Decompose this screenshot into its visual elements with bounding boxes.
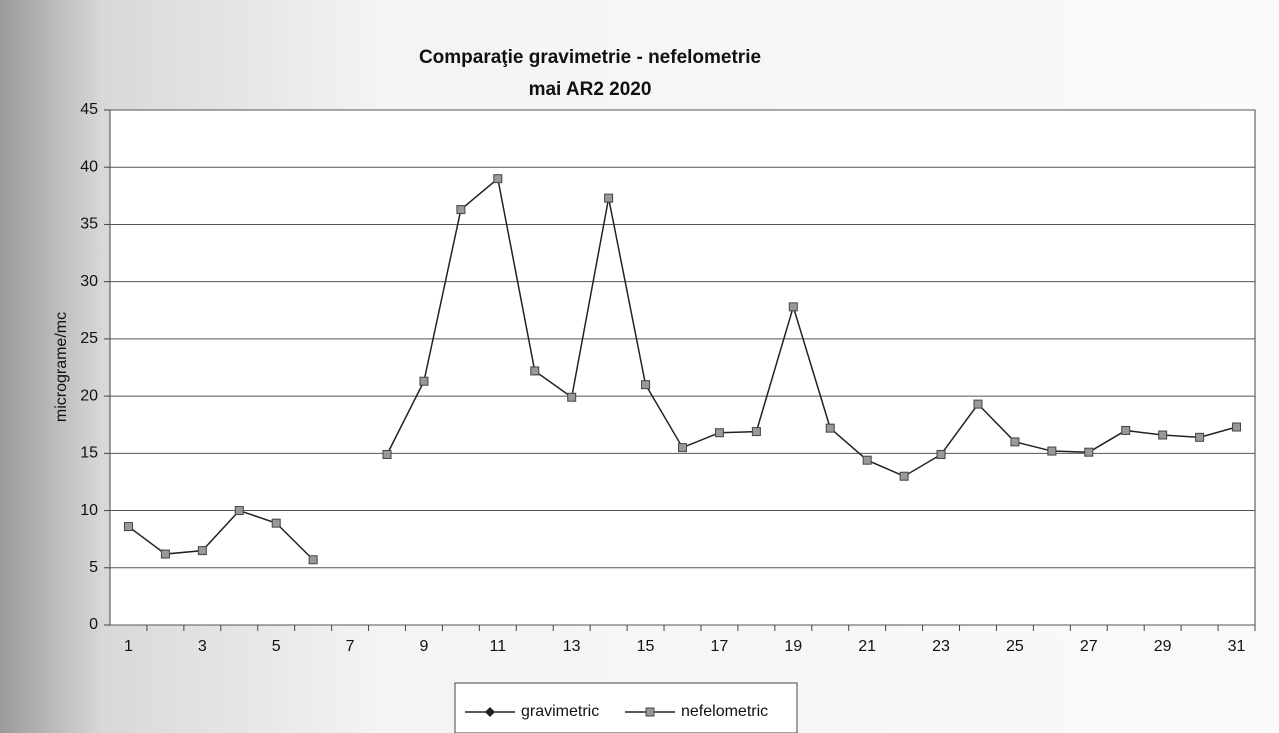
marker (714, 428, 724, 438)
marker (271, 518, 281, 528)
marker (788, 302, 798, 312)
marker (197, 546, 207, 556)
legend-label: gravimetric (521, 703, 599, 720)
x-tick-label: 17 (711, 638, 729, 655)
x-tick-label: 27 (1080, 638, 1098, 655)
chart-title: Comparaţie gravimetrie - nefelometrie (419, 47, 761, 68)
marker (485, 707, 495, 717)
marker (1158, 430, 1168, 440)
y-tick-label: 20 (80, 387, 98, 404)
marker (973, 399, 983, 409)
x-tick-label: 1 (124, 638, 133, 655)
marker (751, 427, 761, 437)
x-tick-label: 11 (490, 638, 507, 655)
y-tick-label: 30 (80, 273, 98, 290)
marker (493, 174, 503, 184)
marker (1195, 432, 1205, 442)
marker (899, 471, 909, 481)
marker (419, 376, 429, 386)
x-tick-label: 31 (1228, 638, 1246, 655)
x-tick-label: 3 (198, 638, 207, 655)
x-tick-label: 7 (346, 638, 355, 655)
legend: gravimetric nefelometric (454, 682, 798, 733)
y-tick-label: 35 (80, 216, 98, 233)
x-tick-label: 19 (784, 638, 802, 655)
plot-area (109, 109, 1256, 626)
y-tick-label: 40 (80, 158, 98, 175)
legend-box (454, 682, 798, 733)
marker (234, 506, 244, 516)
marker (825, 423, 835, 433)
marker (160, 549, 170, 559)
x-tick-label: 13 (563, 638, 581, 655)
x-tick-label: 5 (272, 638, 281, 655)
marker (308, 555, 318, 565)
marker (1232, 422, 1242, 432)
y-tick-label: 15 (80, 445, 98, 462)
legend-label: nefelometric (681, 703, 768, 720)
marker (862, 455, 872, 465)
marker (936, 449, 946, 459)
marker (604, 193, 614, 203)
marker (123, 522, 133, 532)
y-tick-label: 10 (80, 502, 98, 519)
x-tick-label: 29 (1154, 638, 1172, 655)
chart-subtitle: mai AR2 2020 (529, 79, 652, 100)
marker (645, 707, 655, 717)
y-tick-label: 25 (80, 330, 98, 347)
x-tick-label: 15 (637, 638, 655, 655)
series-line (386, 177, 1237, 478)
x-tick-label: 23 (932, 638, 950, 655)
marker (1047, 446, 1057, 456)
x-tick-label: 9 (419, 638, 428, 655)
marker (641, 380, 651, 390)
marker (1010, 437, 1020, 447)
marker (1121, 425, 1131, 435)
y-tick-label: 0 (89, 616, 98, 633)
series-line (128, 509, 314, 561)
marker (567, 392, 577, 402)
marker (456, 205, 466, 215)
marker (530, 366, 540, 376)
y-tick-label: 45 (80, 101, 98, 118)
marker (1084, 447, 1094, 457)
marker (382, 449, 392, 459)
marker (678, 443, 687, 453)
y-axis-label: micrograme/mc (53, 312, 70, 422)
x-tick-label: 25 (1006, 638, 1024, 655)
y-tick-label: 5 (89, 559, 98, 576)
x-tick-label: 21 (858, 638, 876, 655)
